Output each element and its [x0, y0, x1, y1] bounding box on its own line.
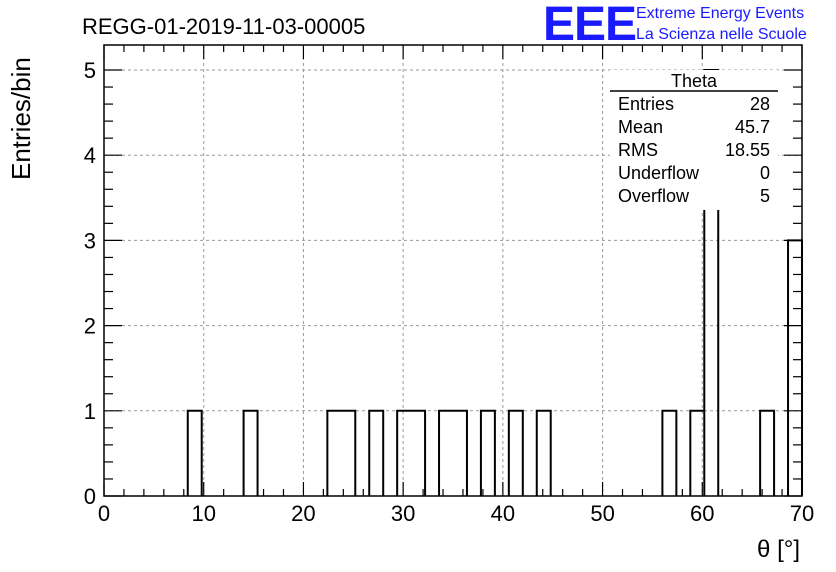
stats-row-label: Entries [618, 94, 674, 114]
x-tick-label: 20 [291, 501, 315, 526]
stats-row-value: 28 [750, 94, 770, 114]
x-tick-label: 70 [790, 501, 814, 526]
histogram-bar [760, 411, 774, 496]
histogram-bar [662, 411, 676, 496]
stats-row-label: Underflow [618, 163, 700, 183]
brand-line-1: Extreme Energy Events [636, 5, 804, 22]
plot-title: REGG-01-2019-11-03-00005 [82, 14, 365, 39]
stats-row-value: 5 [760, 186, 770, 206]
y-tick-label: 5 [84, 58, 96, 83]
histogram-bar [481, 411, 495, 496]
brand-line-2: La Scienza nelle Scuole [636, 26, 807, 43]
stats-box: Theta Entries 28 Mean 45.7 RMS 18.55 Underflow… [610, 70, 778, 210]
histogram-bar [439, 411, 467, 496]
histogram-bar [537, 411, 551, 496]
y-tick-label: 0 [84, 484, 96, 509]
plot-frame [103, 44, 803, 497]
x-tick-label: 0 [98, 501, 110, 526]
x-tick-label: 40 [491, 501, 515, 526]
stats-row-label: Overflow [618, 186, 690, 206]
y-tick-label: 2 [84, 314, 96, 339]
histogram-bar [509, 411, 523, 496]
y-tick-label: 4 [84, 143, 96, 168]
histogram-bar [327, 411, 355, 496]
stats-box-title: Theta [671, 71, 718, 91]
histogram-bar [369, 411, 383, 496]
stats-row-value: 45.7 [735, 117, 770, 137]
y-axis-label: Entries/bin [6, 57, 36, 180]
x-tick-label: 10 [191, 501, 215, 526]
histogram-bar [788, 240, 802, 496]
histogram-bar [244, 411, 258, 496]
x-tick-label: 60 [690, 501, 714, 526]
y-tick-label: 3 [84, 228, 96, 253]
eee-logo: EEE [543, 0, 636, 51]
stats-row-label: Mean [618, 117, 663, 137]
y-tick-label: 1 [84, 399, 96, 424]
x-tick-labels: 0 10 20 30 40 50 60 70 [98, 501, 814, 526]
stats-row-value: 18.55 [725, 140, 770, 160]
y-tick-labels: 0 1 2 3 4 5 [84, 58, 96, 509]
stats-row-label: RMS [618, 140, 658, 160]
histogram-bar [397, 411, 425, 496]
x-tick-label: 50 [590, 501, 614, 526]
x-tick-label: 30 [391, 501, 415, 526]
histogram-outline [186, 69, 803, 496]
stats-row-value: 0 [760, 163, 770, 183]
axis-ticks [103, 45, 803, 497]
histogram-bar [188, 411, 202, 496]
x-axis-label: θ [°] [757, 536, 800, 563]
